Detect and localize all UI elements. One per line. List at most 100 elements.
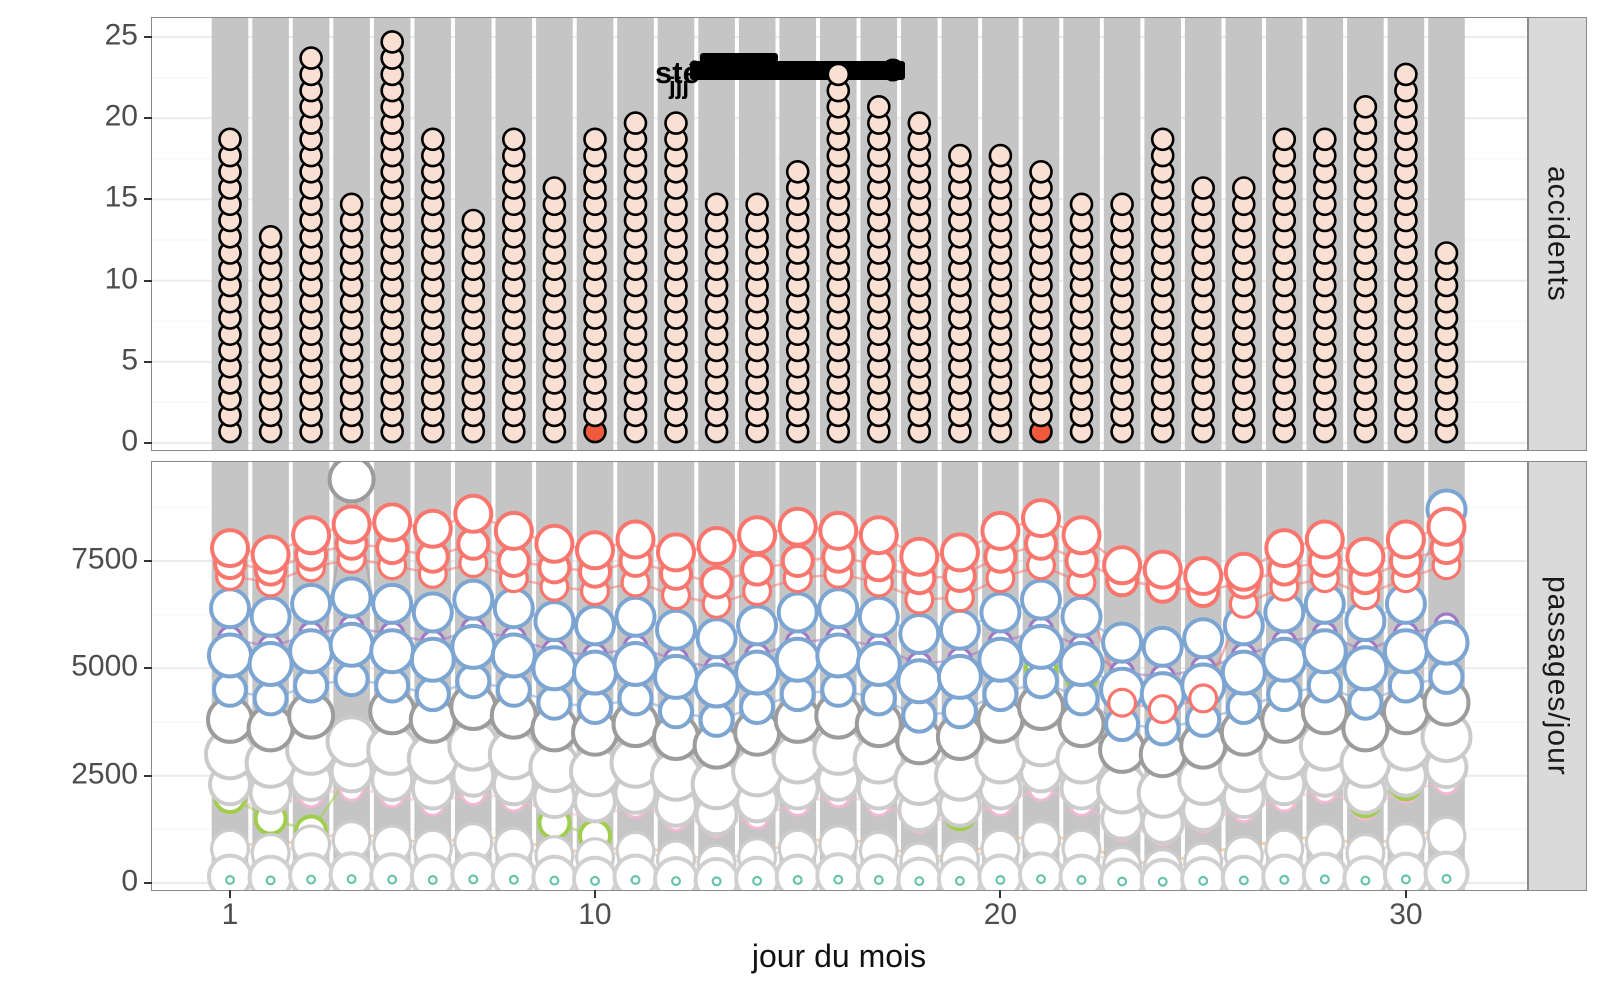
x-tick-mark [593,890,596,898]
accident-dot [907,111,932,135]
passage-bubble-teal [1319,874,1330,885]
passage-bubble-blue-b [369,628,416,675]
passage-bubble-teal [549,875,560,886]
passage-bubble-teal [711,876,722,887]
accident-dot [1029,160,1053,184]
passage-bubble-blue-a [979,591,1022,634]
passage-bubble-blue-b [490,632,537,679]
passage-bubble-coral-b [740,552,775,587]
facet-strip-accidents-label: accidents [1541,166,1575,302]
passage-bubble-teal [1238,875,1249,886]
passage-bubble-blue-c [577,689,613,725]
passage-bubble-gray-e [815,852,862,890]
passage-bubble-teal [265,875,276,886]
passage-bubble-gray-e [450,851,497,890]
x-tick-label: 10 [578,898,612,931]
overlapping-labels-annotation: sté jjj [655,53,905,100]
passage-bubble-blue-a [898,613,941,655]
accident-dot [1394,62,1418,87]
accident-dot [420,127,445,152]
accidents-ytick-label: 20 [104,99,138,133]
passages-ytick-mark [144,560,152,562]
passage-bubble-coral-a [1385,519,1426,560]
passage-bubble-blue-a [411,591,454,634]
passages-bubbles-svg [152,462,1527,890]
passages-ytick-label: 2500 [71,757,138,791]
passages-ytick-mark [144,667,152,670]
accident-dot [745,192,769,217]
accidents-ytick-mark [144,279,152,282]
passage-bubble-teal [954,875,965,886]
passage-bubble-blue-b [1261,636,1308,683]
passage-bubble-blue-a [857,595,900,638]
passage-bubble-blue-a [1060,595,1103,638]
facet-strip-passages: passages/jour [1528,461,1587,891]
passage-bubble-teal [590,875,601,886]
x-tick-mark [229,890,231,898]
passage-bubble-blue-b [1342,645,1389,692]
accident-dot [1232,176,1256,200]
passage-bubble-teal [346,874,357,885]
passage-bubble-teal [873,875,884,886]
passage-bubble-blue-b [207,632,253,679]
accidents-ytick-mark [144,360,152,363]
passage-bubble-teal [752,875,763,886]
passage-bubble-teal [670,876,681,887]
accident-dot [948,143,972,168]
passage-bubble-blue-b [936,653,983,700]
passage-bubble-blue-c [212,671,248,708]
facet-strip-accidents: accidents [1528,17,1587,451]
passage-bubble-blue-c [1225,689,1262,725]
accident-dot [826,62,851,87]
passage-bubble-blue-a [736,604,779,647]
passage-bubble-teal [1157,876,1168,887]
passage-bubble-gray-a [327,462,376,504]
passage-bubble-gray-e [328,851,375,890]
passage-bubble-blue-c [982,676,1019,713]
passage-bubble-blue-c [374,667,411,704]
passage-bubble-blue-b [612,641,659,687]
passage-bubble-blue-b [896,658,943,705]
accident-dot [1353,95,1378,119]
passage-bubble-teal [1035,874,1046,885]
passage-bubble-coral-a [656,532,696,573]
accident-dot [1150,127,1175,152]
x-tick-label: 1 [221,898,239,931]
passage-bubble-coral-a [412,508,453,549]
passage-bubble-coral-a [1345,536,1386,577]
accidents-ytick-label: 15 [104,181,138,215]
passage-bubble-coral-b [780,544,815,578]
passage-bubble-teal [1198,875,1209,886]
passage-bubble-blue-c [1063,680,1100,717]
passage-bubble-blue-b [328,621,375,668]
passage-bubble-blue-c [252,680,289,717]
passage-bubble-blue-c [536,684,573,721]
accident-dot [380,30,404,54]
passage-bubble-coral-a [615,519,656,560]
accident-dot [988,143,1013,168]
passage-bubble-teal [1400,874,1411,885]
passage-bubble-coral-a [1142,549,1183,590]
passages-ytick-label: 5000 [71,649,138,683]
passage-bubble-teal [792,875,803,886]
passage-bubble-coral-a [1426,506,1467,547]
passage-bubble-blue-a [330,576,373,619]
accidents-ytick-mark [144,198,152,201]
passage-bubble-teal [427,875,438,886]
passage-bubble-blue-b [1220,649,1267,696]
accidents-panel: sté jjj [151,17,1528,451]
x-tick-label: 20 [983,898,1018,931]
passage-bubble-coral-a [939,532,980,573]
passage-bubble-blue-a [209,587,251,630]
passage-bubble-blue-a [533,600,576,643]
passage-bubble-blue-c [820,671,857,708]
passage-bubble-coral-a [372,502,413,543]
passage-bubble-blue-a [492,587,535,630]
passage-bubble-coral-a [1264,528,1305,569]
accident-dot [1434,241,1459,265]
accidents-ytick-label: 25 [104,18,138,52]
accident-dot [1069,192,1094,217]
passage-bubble-teal [508,874,519,885]
passage-bubble-blue-c [1387,667,1424,704]
accident-dot [866,95,891,119]
